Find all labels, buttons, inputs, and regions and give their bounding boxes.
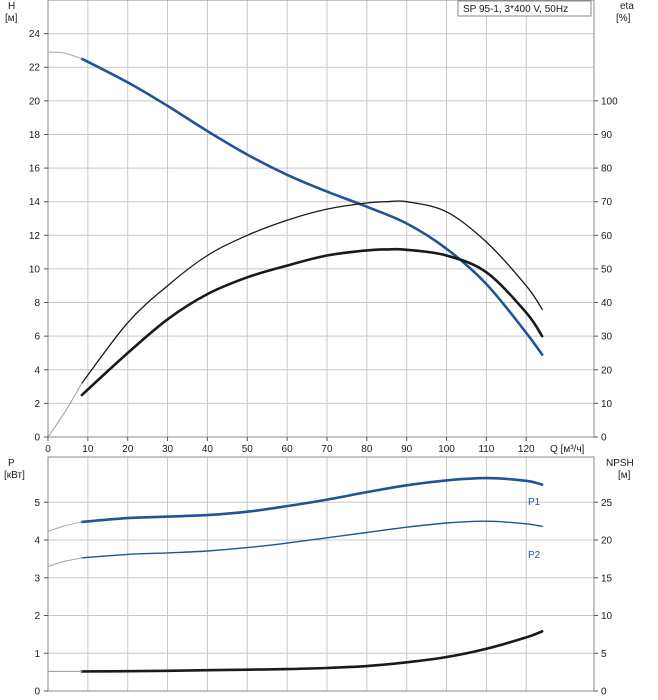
right-axis-label-line1: eta [620, 1, 634, 12]
x-tick-label: 120 [518, 444, 535, 455]
bottom-left-ticks: 0 1 2 3 4 5 [34, 498, 48, 698]
x-tick-label: 90 [401, 444, 413, 455]
right-tick-label: 30 [601, 332, 613, 343]
npsh-axis-label-line1: NPSH [606, 458, 634, 469]
left-axis-label-line1: H [8, 1, 15, 12]
bottom-series [47, 476, 544, 673]
bottom-plot-frame [47, 456, 595, 692]
right-tick-label: 80 [601, 164, 613, 175]
right-tick-label: 0 [601, 687, 607, 698]
series-line-1-2 [81, 520, 543, 559]
top-right-ticks: 0 10 20 30 40 50 60 70 80 90 100 [594, 96, 618, 444]
series-line-0-4 [80, 247, 544, 397]
left-tick-label: 20 [29, 96, 41, 107]
series-line-1-1 [47, 521, 83, 532]
x-tick-label: 50 [242, 444, 254, 455]
right-tick-label: 100 [601, 96, 618, 107]
x-tick-label: 70 [321, 444, 333, 455]
series-line-1-4 [80, 630, 544, 673]
series-line-0-1 [47, 51, 83, 60]
title-box [457, 0, 592, 17]
top-grid [48, 0, 594, 437]
x-tick-label: 40 [202, 444, 214, 455]
x-axis-label: Q [м³/ч] [550, 444, 585, 455]
right-tick-label: 40 [601, 298, 613, 309]
x-tick-label: 60 [282, 444, 294, 455]
right-tick-label: 25 [601, 498, 613, 509]
x-tick-label: 80 [361, 444, 373, 455]
right-tick-label: 10 [601, 611, 613, 622]
right-tick-label: 20 [601, 365, 613, 376]
x-tick-label: 110 [478, 444, 494, 455]
series-label-p1: P1 [528, 497, 541, 508]
x-tick-label: 10 [82, 444, 94, 455]
right-axis-label-line2: [%] [616, 13, 631, 24]
top-x-ticks: 0 10 20 30 40 50 60 70 80 90 100 110 120 [45, 437, 535, 455]
series-label-p2: P2 [528, 550, 541, 561]
left-tick-label: 0 [34, 433, 40, 444]
series-line-1-0 [80, 476, 544, 524]
npsh-axis-label-line2: [м] [618, 470, 631, 481]
left-tick-label: 2 [34, 399, 40, 410]
left-tick-label: 1 [34, 649, 40, 660]
right-tick-label: 60 [601, 231, 613, 242]
top-series [47, 51, 544, 438]
right-tick-label: 50 [601, 264, 613, 275]
left-tick-label: 6 [34, 332, 40, 343]
series-line-0-3 [47, 382, 83, 438]
right-tick-label: 90 [601, 130, 613, 141]
top-plot-frame [47, 0, 595, 438]
series-line-0-0 [80, 57, 544, 356]
left-axis-label-line2: [м] [5, 13, 18, 24]
right-tick-label: 5 [601, 649, 607, 660]
bottom-right-ticks: 0 5 10 15 20 25 [594, 498, 613, 698]
power-axis-label-line2: [кВт] [4, 470, 25, 481]
bottom-grid [48, 457, 594, 691]
left-tick-label: 18 [29, 130, 41, 141]
left-tick-label: 22 [29, 63, 41, 74]
left-tick-label: 10 [29, 264, 41, 275]
left-tick-label: 8 [34, 298, 40, 309]
power-npsh-panel: 0 1 2 3 4 5 0 5 10 15 20 25 P [кВт] NPSH [м] P1 P2 [4, 456, 634, 698]
x-tick-label: 20 [122, 444, 134, 455]
left-tick-label: 0 [34, 687, 40, 698]
right-tick-label: 15 [601, 573, 613, 584]
left-tick-label: 5 [34, 498, 40, 509]
left-tick-label: 12 [29, 231, 41, 242]
left-tick-label: 4 [34, 536, 40, 547]
left-tick-label: 4 [34, 365, 40, 376]
series-line-0-2 [81, 200, 543, 384]
x-tick-label: 30 [162, 444, 174, 455]
left-tick-label: 3 [34, 573, 40, 584]
left-tick-label: 24 [29, 29, 41, 40]
left-tick-label: 2 [34, 611, 40, 622]
chart-title: SP 95-1, 3*400 V, 50Hz [463, 4, 568, 15]
left-tick-label: 14 [29, 197, 41, 208]
right-tick-label: 0 [601, 433, 607, 444]
x-tick-label: 100 [438, 444, 455, 455]
left-tick-label: 16 [29, 164, 41, 175]
right-tick-label: 70 [601, 197, 613, 208]
right-tick-label: 10 [601, 399, 613, 410]
right-tick-label: 20 [601, 536, 613, 547]
series-line-1-3 [47, 557, 83, 567]
x-tick-label: 0 [45, 444, 51, 455]
power-axis-label-line1: P [8, 458, 15, 469]
